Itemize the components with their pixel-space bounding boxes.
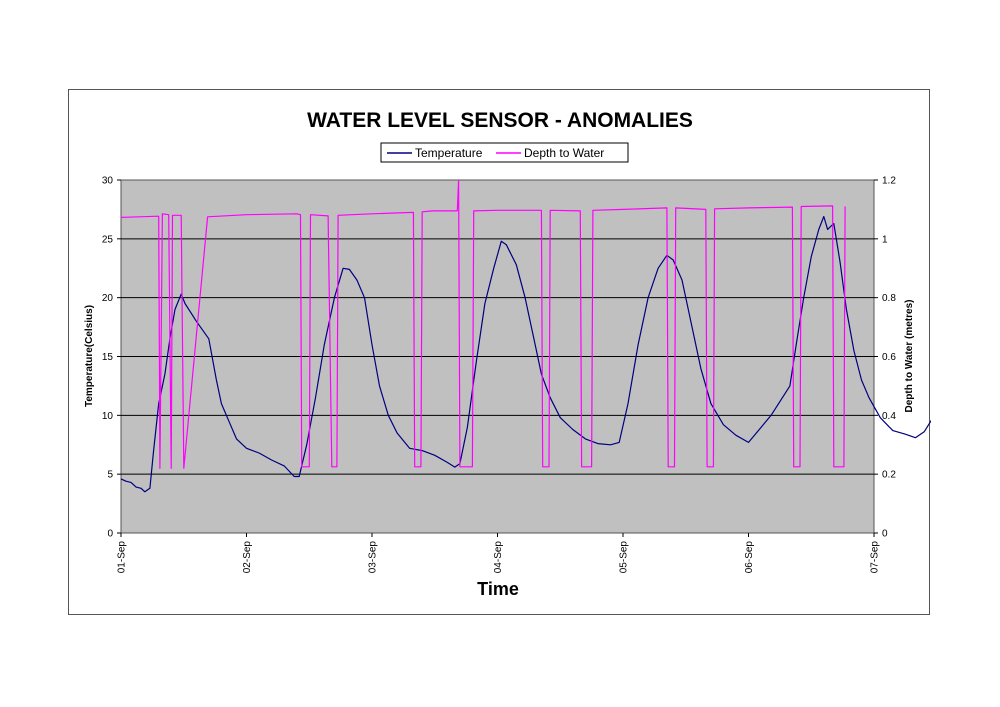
x-tick-label: 02-Sep — [242, 541, 253, 574]
legend-temperature-label: Temperature — [415, 146, 483, 160]
y-right-tick-label: 1 — [882, 234, 888, 245]
x-tick-label: 07-Sep — [870, 541, 881, 574]
y-left-tick-label: 20 — [102, 293, 114, 304]
y-left-tick-label: 0 — [107, 529, 113, 540]
grid-lines — [121, 238, 874, 475]
y-left-tick-label: 10 — [102, 411, 114, 422]
y-left-tick-label: 25 — [102, 234, 114, 245]
series-line-temperature — [120, 215, 931, 493]
y-left-tick-label: 5 — [107, 470, 113, 481]
y-right-tick-label: 0.6 — [882, 352, 896, 363]
y-left-tick-label: 15 — [102, 352, 114, 363]
y-left-tick-label: 30 — [102, 176, 114, 187]
legend-depth-label: Depth to Water — [524, 146, 604, 160]
x-tick-label: 03-Sep — [368, 541, 379, 574]
y-right-tick-label: 0.4 — [882, 411, 896, 422]
chart-title: WATER LEVEL SENSOR - ANOMALIES — [307, 109, 693, 132]
y-axis-right-label: Depth to Water (metres) — [904, 300, 915, 413]
x-tick-label: 01-Sep — [117, 541, 128, 574]
y-axis-left-label: Temperature(Celsius) — [84, 305, 95, 407]
y-right-tick-label: 0 — [882, 529, 888, 540]
x-axis-label: Time — [477, 579, 519, 599]
legend: Temperature Depth to Water — [380, 142, 629, 163]
y-right-tick-label: 0.8 — [882, 293, 896, 304]
y-right-tick-label: 1.2 — [882, 176, 896, 187]
series-layer — [120, 179, 931, 493]
y-right-tick-label: 0.2 — [882, 470, 896, 481]
chart-svg: WATER LEVEL SENSOR - ANOMALIES Temperatu… — [84, 109, 931, 599]
x-tick-label: 05-Sep — [619, 541, 630, 574]
series-line-depth-to-water — [120, 179, 846, 469]
x-tick-label: 04-Sep — [493, 541, 504, 574]
axis-ticks: 0 5 10 15 20 25 30 0 0.2 0.4 0.6 0.8 1 1.2 01-Sep 02-Se… — [102, 176, 896, 574]
x-tick-label: 06-Sep — [744, 541, 755, 574]
chart-frame: WATER LEVEL SENSOR - ANOMALIES Temperatu… — [68, 89, 931, 615]
